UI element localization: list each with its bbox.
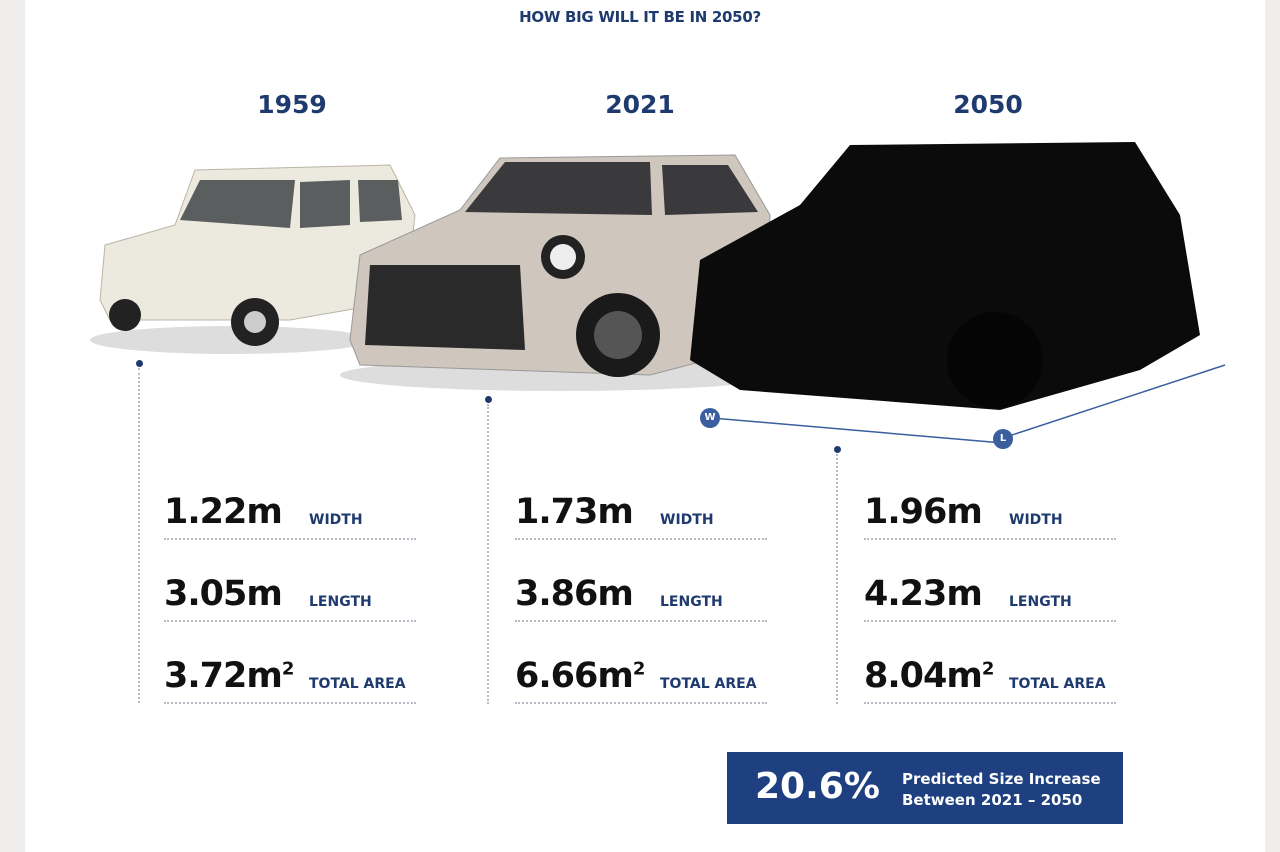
connector-line	[836, 454, 838, 704]
stats-2021: 1.73m WIDTH 3.86m LENGTH 6.66m2 TOTAL AREA	[515, 458, 770, 704]
infographic-card	[25, 0, 1265, 852]
car-1959-image	[90, 164, 416, 354]
page-title: HOW BIG WILL IT BE IN 2050?	[519, 8, 761, 26]
car-2021-image	[340, 154, 780, 391]
width-label: WIDTH	[660, 512, 714, 528]
length-value: 3.86m	[515, 574, 634, 614]
area-value: 3.72m	[164, 656, 283, 696]
connector-line	[487, 404, 489, 704]
cars-illustration	[90, 142, 1226, 444]
year-2050: 2050	[953, 90, 1023, 119]
area-value: 6.66m	[515, 656, 634, 696]
length-marker: L	[993, 429, 1013, 449]
connector-dot	[136, 360, 143, 367]
connector-dot	[485, 396, 492, 403]
length-label: LENGTH	[660, 594, 723, 610]
area-label: TOTAL AREA	[309, 676, 406, 692]
increase-description: Predicted Size Increase Between 2021 – 20…	[902, 769, 1101, 811]
width-marker: W	[700, 408, 720, 428]
area-label: TOTAL AREA	[660, 676, 757, 692]
width-label: WIDTH	[309, 512, 363, 528]
width-value: 1.22m	[164, 492, 283, 532]
stats-1959: 1.22m WIDTH 3.05m LENGTH 3.72m2 TOTAL AREA	[164, 458, 419, 704]
area-unit: 2	[981, 658, 994, 680]
width-value: 1.96m	[864, 492, 983, 532]
year-1959: 1959	[257, 90, 327, 119]
length-label: LENGTH	[309, 594, 372, 610]
increase-percent: 20.6%	[755, 766, 880, 807]
area-label: TOTAL AREA	[1009, 676, 1106, 692]
area-unit: 2	[632, 658, 645, 680]
year-2021: 2021	[605, 90, 675, 119]
length-value: 3.05m	[164, 574, 283, 614]
description-line-1: Predicted Size Increase	[902, 770, 1101, 788]
car-2050-silhouette	[690, 142, 1226, 444]
connector-dot	[834, 446, 841, 453]
area-unit: 2	[281, 658, 294, 680]
length-value: 4.23m	[864, 574, 983, 614]
connector-line	[138, 368, 140, 703]
length-label: LENGTH	[1009, 594, 1072, 610]
width-label: WIDTH	[1009, 512, 1063, 528]
summary-box: 20.6% Predicted Size Increase Between 202…	[727, 752, 1123, 824]
description-line-2: Between 2021 – 2050	[902, 791, 1083, 809]
area-value: 8.04m	[864, 656, 983, 696]
stats-2050: 1.96m WIDTH 4.23m LENGTH 8.04m2 TOTAL AREA	[864, 458, 1119, 704]
width-value: 1.73m	[515, 492, 634, 532]
